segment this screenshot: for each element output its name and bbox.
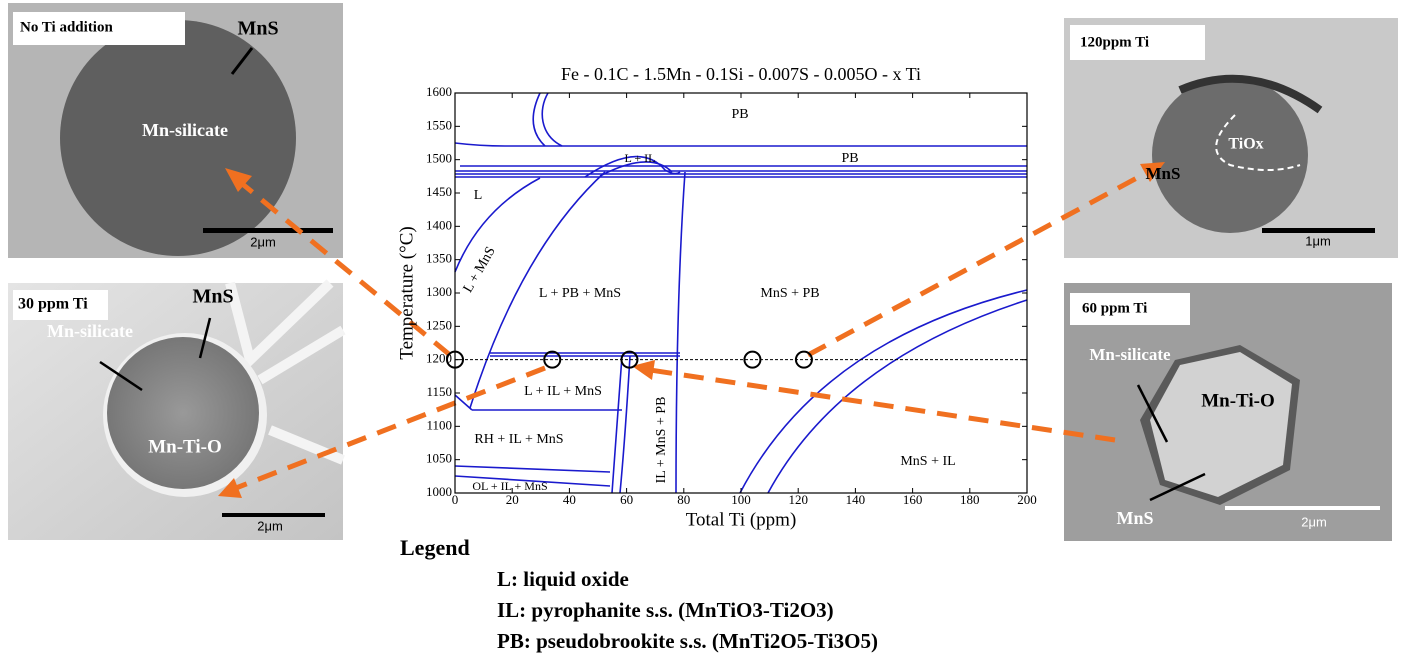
sem-panel xyxy=(8,279,346,540)
marker xyxy=(620,350,639,369)
y-tick-label: 1450 xyxy=(426,184,452,199)
particle-label: Mn-Ti-O xyxy=(1201,390,1275,411)
particle-label: MnS xyxy=(237,18,278,40)
y-tick-label: 1150 xyxy=(426,384,452,399)
x-tick-label: 40 xyxy=(563,492,576,507)
particle-label: TiOx xyxy=(1228,136,1263,153)
x-tick-label: 60 xyxy=(620,492,633,507)
legend-entry: L: liquid oxide xyxy=(497,567,629,591)
x-tick-label: 200 xyxy=(1017,492,1037,507)
particle-label: MnS xyxy=(1116,508,1153,528)
x-tick-label: 160 xyxy=(903,492,923,507)
phase-boundaries xyxy=(454,92,1028,494)
region-label: L + IL + MnS xyxy=(524,384,602,399)
panel-title: 120ppm Ti xyxy=(1080,34,1149,50)
region-label: MnS + PB xyxy=(760,286,819,301)
legend-entry: IL: pyrophanite s.s. (MnTiO3-Ti2O3) xyxy=(497,598,834,622)
y-tick-label: 1300 xyxy=(426,284,452,299)
region-label: PB xyxy=(731,107,748,122)
chart-title: Fe - 0.1C - 1.5Mn - 0.1Si - 0.007S - 0.0… xyxy=(561,64,921,84)
marker xyxy=(543,350,562,369)
particle-label: Mn-Ti-O xyxy=(148,436,222,457)
y-tick-label: 1350 xyxy=(426,251,452,266)
panel-title: No Ti addition xyxy=(20,19,113,35)
scale-bar-label: 2μm xyxy=(1301,514,1327,529)
region-label: L + IL xyxy=(625,151,656,165)
panel-title: 60 ppm Ti xyxy=(1082,300,1147,316)
particle-label: Mn-silicate xyxy=(142,120,228,140)
particle-label: Mn-silicate xyxy=(47,321,133,341)
connector-arrows xyxy=(218,162,1165,498)
marker xyxy=(794,350,813,369)
region-label: IL + MnS + PB xyxy=(654,397,669,484)
marker xyxy=(743,350,762,369)
region-label: L + PB + MnS xyxy=(539,286,621,301)
x-tick-label: 100 xyxy=(731,492,751,507)
particle-label: MnS xyxy=(192,286,233,308)
region-label: L + MnS xyxy=(461,244,499,295)
scale-bar-label: 2μm xyxy=(257,518,283,533)
scale-bar-label: 1μm xyxy=(1305,233,1331,248)
sem-panel xyxy=(1064,18,1398,258)
y-tick-label: 1600 xyxy=(426,84,452,99)
panel-title: 30 ppm Ti xyxy=(18,296,88,313)
y-tick-label: 1400 xyxy=(426,217,452,232)
y-tick-label: 1550 xyxy=(426,117,452,132)
region-label: RH + IL + MnS xyxy=(474,432,563,447)
particle-label: Mn-silicate xyxy=(1089,345,1171,364)
x-tick-label: 0 xyxy=(452,492,459,507)
y-axis-label: Temperature (°C) xyxy=(396,226,417,359)
legend-entry: PB: pseudobrookite s.s. (MnTi2O5-Ti3O5) xyxy=(497,629,878,653)
region-label: L xyxy=(474,188,483,203)
sem-panel xyxy=(1064,283,1392,541)
region-label: PB xyxy=(841,151,858,166)
y-tick-label: 1200 xyxy=(426,351,452,366)
scale-bar-label: 2μm xyxy=(250,234,276,249)
x-axis-label: Total Ti (ppm) xyxy=(686,509,797,530)
region-label: OL + IL + MnS xyxy=(472,479,547,493)
sem-panel xyxy=(8,3,343,258)
y-tick-label: 1250 xyxy=(426,317,452,332)
region-label: MnS + IL xyxy=(900,454,955,469)
x-tick-label: 20 xyxy=(506,492,519,507)
marker xyxy=(446,350,464,369)
x-tick-label: 140 xyxy=(846,492,866,507)
particle-label: MnS xyxy=(1146,164,1181,183)
y-tick-label: 1500 xyxy=(426,151,452,166)
x-tick-label: 180 xyxy=(960,492,980,507)
y-tick-label: 1100 xyxy=(426,417,452,432)
y-tick-label: 1050 xyxy=(426,451,452,466)
legend-title: Legend xyxy=(400,535,470,560)
y-tick-label: 1000 xyxy=(426,484,452,499)
x-tick-label: 120 xyxy=(788,492,808,507)
x-tick-label: 80 xyxy=(677,492,690,507)
